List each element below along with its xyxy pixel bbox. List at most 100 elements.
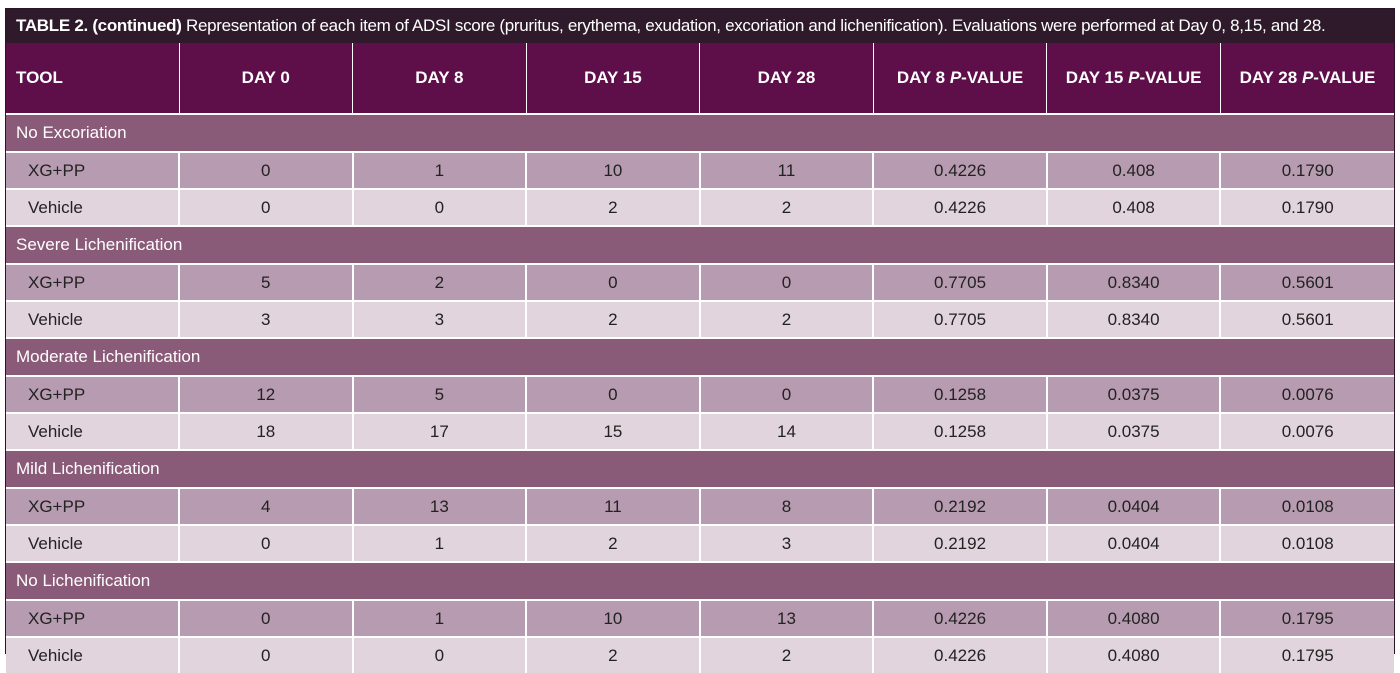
header-row: TOOL DAY 0 DAY 8 DAY 15 DAY 28 DAY 8 P-V… — [6, 43, 1394, 114]
header-p-letter: P — [949, 68, 962, 87]
table-row: XG+PP 0 1 10 11 0.4226 0.408 0.1790 — [6, 151, 1394, 189]
cell-day15-pvalue: 0.408 — [1046, 188, 1222, 226]
group-title: Severe Lichenification — [6, 225, 1394, 264]
cell-day8: 13 — [352, 487, 528, 525]
cell-day28-pvalue: 0.0108 — [1220, 487, 1394, 525]
table-row: XG+PP 5 2 0 0 0.7705 0.8340 0.5601 — [6, 263, 1394, 301]
header-day8-pvalue-prefix: DAY 8 — [896, 68, 950, 87]
cell-day15-pvalue: 0.408 — [1046, 151, 1222, 189]
cell-day28: 14 — [699, 412, 875, 450]
cell-day28: 2 — [699, 636, 875, 673]
cell-day28-pvalue: 0.0108 — [1220, 524, 1394, 562]
cell-day28: 0 — [699, 263, 875, 301]
cell-day28-pvalue: 0.0076 — [1220, 375, 1394, 413]
table-row: Vehicle 0 1 2 3 0.2192 0.0404 0.0108 — [6, 524, 1394, 562]
cell-day0: 5 — [179, 263, 354, 301]
table-row: Vehicle 3 3 2 2 0.7705 0.8340 0.5601 — [6, 300, 1394, 338]
group-row: Moderate Lichenification — [6, 337, 1394, 376]
cell-day8-pvalue: 0.4226 — [873, 599, 1048, 637]
cell-tool: XG+PP — [6, 487, 180, 525]
cell-day15: 10 — [526, 599, 701, 637]
cell-day0: 0 — [179, 188, 354, 226]
cell-tool: XG+PP — [6, 599, 180, 637]
group-title: No Excoriation — [6, 113, 1394, 152]
cell-tool: XG+PP — [6, 151, 180, 189]
cell-day8-pvalue: 0.4226 — [873, 151, 1048, 189]
cell-day8-pvalue: 0.4226 — [873, 188, 1048, 226]
table-row: Vehicle 18 17 15 14 0.1258 0.0375 0.0076 — [6, 412, 1394, 450]
cell-day28-pvalue: 0.1790 — [1220, 188, 1394, 226]
table-body: No Excoriation XG+PP 0 1 10 11 0.4226 0.408 0.17… — [6, 113, 1394, 673]
header-day15-pvalue-prefix: DAY 15 — [1065, 68, 1129, 87]
header-p-suffix: -VALUE — [1139, 68, 1202, 87]
cell-day15: 2 — [526, 188, 701, 226]
cell-day15: 2 — [526, 300, 701, 338]
cell-day0: 0 — [179, 151, 354, 189]
cell-tool: Vehicle — [6, 300, 180, 338]
cell-day15-pvalue: 0.0404 — [1046, 487, 1222, 525]
cell-day28-pvalue: 0.5601 — [1220, 300, 1394, 338]
cell-day0: 3 — [179, 300, 354, 338]
cell-day15: 10 — [526, 151, 701, 189]
cell-day28: 2 — [699, 300, 875, 338]
cell-day28-pvalue: 0.1795 — [1220, 636, 1394, 673]
header-day15-pvalue: DAY 15 P-VALUE — [1046, 43, 1221, 114]
cell-day15: 2 — [526, 636, 701, 673]
table-row: Vehicle 0 0 2 2 0.4226 0.408 0.1790 — [6, 188, 1394, 226]
cell-day8-pvalue: 0.7705 — [873, 300, 1048, 338]
cell-day8-pvalue: 0.7705 — [873, 263, 1048, 301]
cell-day28-pvalue: 0.1795 — [1220, 599, 1394, 637]
table-row: Vehicle 0 0 2 2 0.4226 0.4080 0.1795 — [6, 636, 1394, 673]
group-row: No Lichenification — [6, 561, 1394, 600]
cell-day8: 1 — [352, 524, 528, 562]
cell-day15-pvalue: 0.8340 — [1046, 263, 1222, 301]
header-day28: DAY 28 — [699, 43, 874, 114]
header-day15: DAY 15 — [526, 43, 701, 114]
header-p-suffix: -VALUE — [961, 68, 1024, 87]
caption-label: TABLE 2. (continued) — [16, 16, 182, 35]
cell-day15-pvalue: 0.4080 — [1046, 599, 1222, 637]
header-day0: DAY 0 — [179, 43, 354, 114]
cell-tool: Vehicle — [6, 636, 180, 673]
cell-day8-pvalue: 0.2192 — [873, 524, 1048, 562]
header-day8: DAY 8 — [352, 43, 527, 114]
group-row: Severe Lichenification — [6, 225, 1394, 264]
cell-day28: 11 — [699, 151, 875, 189]
cell-tool: Vehicle — [6, 524, 180, 562]
cell-day0: 0 — [179, 599, 354, 637]
cell-day28-pvalue: 0.5601 — [1220, 263, 1394, 301]
cell-day8-pvalue: 0.4226 — [873, 636, 1048, 673]
header-day28-pvalue: DAY 28 P-VALUE — [1220, 43, 1394, 114]
cell-day28: 0 — [699, 375, 875, 413]
cell-day8-pvalue: 0.2192 — [873, 487, 1048, 525]
cell-day8: 1 — [352, 151, 528, 189]
cell-day15: 15 — [526, 412, 701, 450]
group-title: Mild Lichenification — [6, 449, 1394, 488]
cell-day8: 0 — [352, 636, 528, 673]
cell-day15-pvalue: 0.0375 — [1046, 412, 1222, 450]
cell-day15: 11 — [526, 487, 701, 525]
group-row: No Excoriation — [6, 113, 1394, 152]
group-title: Moderate Lichenification — [6, 337, 1394, 376]
cell-day28-pvalue: 0.1790 — [1220, 151, 1394, 189]
header-p-suffix: -VALUE — [1313, 68, 1376, 87]
cell-day15: 2 — [526, 524, 701, 562]
table-row: XG+PP 12 5 0 0 0.1258 0.0375 0.0076 — [6, 375, 1394, 413]
cell-day0: 0 — [179, 636, 354, 673]
data-table: TOOL DAY 0 DAY 8 DAY 15 DAY 28 DAY 8 P-V… — [6, 43, 1394, 673]
header-day28-pvalue-prefix: DAY 28 — [1239, 68, 1302, 87]
cell-day8: 3 — [352, 300, 528, 338]
cell-day15-pvalue: 0.0375 — [1046, 375, 1222, 413]
cell-tool: XG+PP — [6, 375, 180, 413]
cell-day8: 17 — [352, 412, 528, 450]
cell-day8-pvalue: 0.1258 — [873, 375, 1048, 413]
cell-tool: XG+PP — [6, 263, 180, 301]
cell-day28: 8 — [699, 487, 875, 525]
cell-day8: 5 — [352, 375, 528, 413]
group-row: Mild Lichenification — [6, 449, 1394, 488]
header-day8-pvalue: DAY 8 P-VALUE — [873, 43, 1048, 114]
header-tool: TOOL — [6, 43, 180, 114]
header-p-letter: P — [1128, 68, 1140, 87]
cell-day15: 0 — [526, 263, 701, 301]
table-row: XG+PP 0 1 10 13 0.4226 0.4080 0.1795 — [6, 599, 1394, 637]
